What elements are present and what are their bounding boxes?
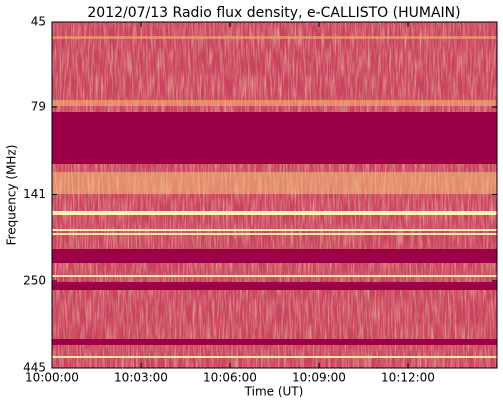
y-tick-label: 79 [31,99,46,113]
y-tick-label: 250 [23,273,46,287]
y-tick-label: 445 [23,361,46,375]
plot-frame [51,21,498,369]
x-axis-label: Time (UT) [244,385,304,399]
y-tick-label: 45 [31,15,46,29]
y-tick-label: 141 [23,187,46,201]
x-tick-label: 10:06:00 [203,371,257,385]
x-tick-label: 10:03:00 [114,371,168,385]
x-tick-label: 10:12:00 [381,371,435,385]
x-tick-label: 10:00:00 [25,371,79,385]
spectrogram-image [52,22,497,368]
y-axis-label: Frequency (MHz) [5,145,19,246]
chart-title: 2012/07/13 Radio flux density, e-CALLIST… [87,5,460,21]
x-tick-label: 10:09:00 [292,371,346,385]
